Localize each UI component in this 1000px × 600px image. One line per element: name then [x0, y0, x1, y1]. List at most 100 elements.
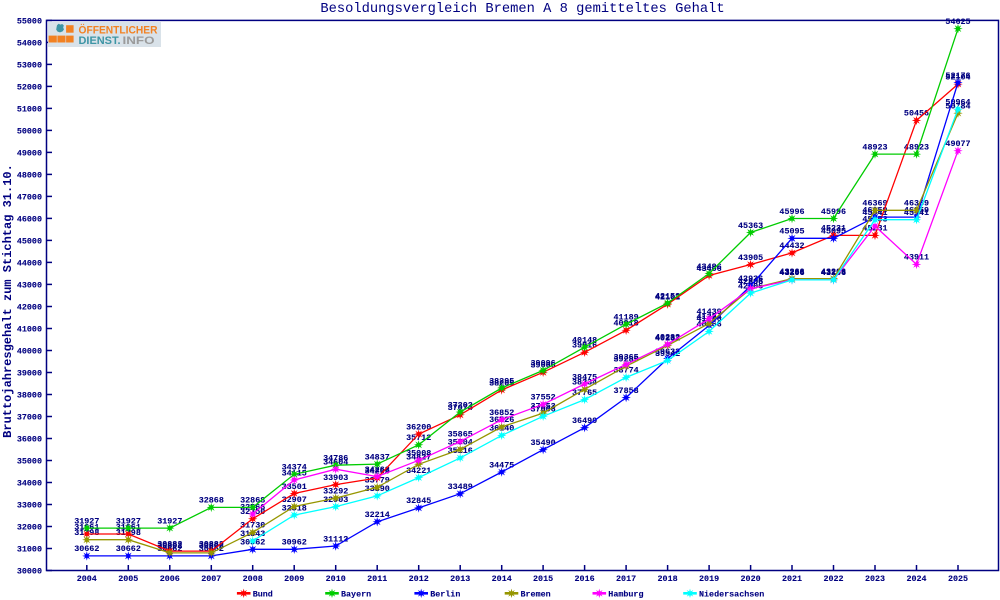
svg-text:33903: 33903	[323, 473, 348, 483]
svg-text:2018: 2018	[658, 574, 678, 584]
svg-text:2021: 2021	[782, 574, 802, 584]
svg-text:32845: 32845	[406, 496, 431, 506]
svg-text:2014: 2014	[492, 574, 512, 584]
svg-text:33489: 33489	[448, 482, 473, 492]
svg-text:31000: 31000	[17, 545, 42, 555]
svg-text:50964: 50964	[945, 98, 970, 108]
svg-text:2019: 2019	[699, 574, 719, 584]
svg-text:30000: 30000	[17, 567, 42, 577]
svg-text:45095: 45095	[779, 227, 804, 237]
svg-text:42000: 42000	[17, 303, 42, 313]
svg-text:43905: 43905	[738, 253, 763, 263]
svg-text:Hamburg: Hamburg	[608, 590, 643, 600]
svg-text:2007: 2007	[201, 574, 221, 584]
svg-text:39365: 39365	[614, 353, 639, 363]
svg-text:33000: 33000	[17, 501, 42, 511]
svg-text:2004: 2004	[77, 574, 97, 584]
svg-text:2020: 2020	[741, 574, 761, 584]
svg-text:53000: 53000	[17, 60, 42, 70]
svg-text:39632: 39632	[655, 347, 680, 357]
svg-text:42102: 42102	[655, 293, 680, 303]
svg-text:50000: 50000	[17, 126, 42, 136]
svg-text:54625: 54625	[945, 17, 970, 27]
svg-text:43911: 43911	[904, 253, 929, 263]
svg-text:30882: 30882	[157, 539, 182, 549]
svg-text:41189: 41189	[614, 313, 639, 323]
svg-text:2023: 2023	[865, 574, 885, 584]
svg-text:52104: 52104	[945, 72, 970, 82]
svg-text:2025: 2025	[948, 574, 968, 584]
svg-text:44432: 44432	[779, 241, 804, 251]
svg-text:Bayern: Bayern	[341, 590, 371, 600]
svg-text:36000: 36000	[17, 435, 42, 445]
svg-text:2010: 2010	[326, 574, 346, 584]
svg-text:41000: 41000	[17, 325, 42, 335]
svg-text:38475: 38475	[572, 372, 597, 382]
svg-text:2008: 2008	[243, 574, 263, 584]
svg-text:52176: 52176	[945, 71, 970, 81]
svg-text:30962: 30962	[282, 538, 307, 548]
svg-text:32868: 32868	[240, 496, 265, 506]
svg-text:50456: 50456	[904, 109, 929, 119]
svg-text:30802: 30802	[157, 541, 182, 551]
svg-text:43266: 43266	[821, 267, 846, 277]
svg-text:51000: 51000	[17, 104, 42, 114]
svg-text:32000: 32000	[17, 523, 42, 533]
svg-text:31112: 31112	[323, 534, 348, 544]
svg-text:30662: 30662	[74, 544, 99, 554]
svg-text:40282: 40282	[655, 333, 680, 343]
svg-text:31730: 31730	[240, 521, 265, 531]
svg-text:Berlin: Berlin	[430, 590, 460, 600]
svg-text:39542: 39542	[655, 349, 680, 359]
svg-text:2009: 2009	[284, 574, 304, 584]
svg-text:52000: 52000	[17, 82, 42, 92]
svg-text:45231: 45231	[821, 224, 846, 234]
svg-text:31927: 31927	[74, 516, 99, 526]
svg-text:Niedersachsen: Niedersachsen	[699, 590, 764, 600]
svg-text:34786: 34786	[323, 454, 348, 464]
svg-text:DIENST.: DIENST.	[78, 35, 120, 47]
svg-text:45000: 45000	[17, 236, 42, 246]
svg-text:33292: 33292	[323, 486, 348, 496]
svg-text:40148: 40148	[572, 336, 597, 346]
svg-text:38295: 38295	[489, 376, 514, 386]
svg-text:35008: 35008	[406, 449, 431, 459]
svg-text:42152: 42152	[655, 291, 680, 301]
svg-text:48000: 48000	[17, 170, 42, 180]
svg-text:32214: 32214	[365, 510, 390, 520]
svg-text:47000: 47000	[17, 192, 42, 202]
svg-text:34000: 34000	[17, 479, 42, 489]
svg-text:2005: 2005	[118, 574, 138, 584]
svg-text:45363: 45363	[738, 221, 763, 231]
svg-text:46000: 46000	[17, 214, 42, 224]
svg-text:36490: 36490	[572, 416, 597, 426]
svg-text:37000: 37000	[17, 413, 42, 423]
svg-text:45996: 45996	[821, 207, 846, 217]
svg-text:44000: 44000	[17, 258, 42, 268]
svg-text:34205: 34205	[365, 466, 390, 476]
svg-text:2015: 2015	[533, 574, 553, 584]
svg-text:INFO: INFO	[122, 35, 155, 47]
svg-text:49077: 49077	[945, 139, 970, 149]
svg-text:Bund: Bund	[253, 590, 273, 600]
svg-text:37552: 37552	[531, 393, 556, 403]
svg-text:33501: 33501	[282, 482, 307, 492]
svg-text:38000: 38000	[17, 391, 42, 401]
svg-text:35000: 35000	[17, 457, 42, 467]
svg-text:48923: 48923	[862, 142, 887, 152]
svg-text:55000: 55000	[17, 16, 42, 26]
svg-text:43206: 43206	[821, 268, 846, 278]
svg-text:37858: 37858	[614, 386, 639, 396]
svg-text:31927: 31927	[157, 516, 182, 526]
svg-text:45996: 45996	[779, 207, 804, 217]
svg-text:39096: 39096	[531, 359, 556, 369]
svg-text:48923: 48923	[904, 142, 929, 152]
svg-text:2006: 2006	[160, 574, 180, 584]
svg-text:39285: 39285	[614, 355, 639, 365]
svg-text:37202: 37202	[448, 400, 473, 410]
svg-text:43206: 43206	[779, 268, 804, 278]
svg-text:Bremen: Bremen	[521, 590, 551, 600]
svg-text:35865: 35865	[448, 430, 473, 440]
svg-text:32868: 32868	[199, 496, 224, 506]
svg-text:43496: 43496	[697, 262, 722, 272]
